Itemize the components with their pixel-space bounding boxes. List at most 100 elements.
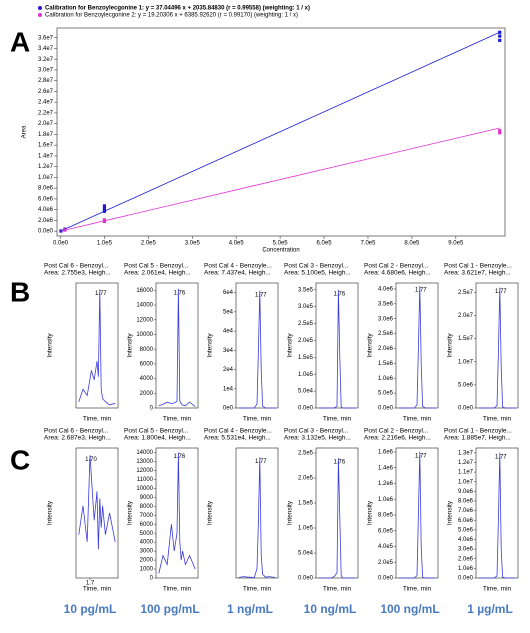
y-tick-label: 8.0e5 — [378, 513, 394, 519]
y-tick-label: 2.5e6 — [378, 331, 394, 337]
y-tick-label: 14000 — [136, 303, 153, 309]
y-tick-label: 5.0e4 — [298, 389, 314, 395]
y-tick-label: 4e4 — [223, 329, 234, 335]
x-axis-label: Time, min — [403, 586, 432, 593]
plot-frame — [475, 447, 519, 579]
plot-frame — [75, 282, 119, 409]
data-point — [102, 218, 107, 222]
x-tick-label: 8.0e5 — [404, 241, 420, 247]
y-tick-label: 2.8e7 — [38, 78, 54, 84]
plot-title: Post Cal 6 - Benzoyl... — [44, 428, 108, 435]
y-tick-label: 3.6e7 — [38, 35, 54, 41]
y-tick-label: 5.0e4 — [298, 551, 314, 557]
y-tick-label: 2000 — [140, 558, 154, 564]
chromatogram-trace — [158, 288, 196, 407]
plot-title: Post Cal 3 - Benzoyl... — [284, 428, 348, 435]
y-tick-label: 6000 — [140, 361, 154, 367]
y-tick-label: 9000 — [140, 495, 154, 501]
concentration-label: 100 ng/mL — [380, 602, 439, 616]
x-tick-label: 9.0e5 — [448, 241, 464, 247]
x-tick-label: 3.0e5 — [185, 241, 201, 247]
plot-subtitle: Area: 1.800e4, Heigh... — [124, 435, 191, 442]
y-tick-label: 0e0 — [223, 406, 234, 412]
panel-letter: C — [10, 444, 30, 475]
y-tick-label: 4000 — [140, 540, 154, 546]
data-point — [63, 228, 67, 232]
y-tick-label: 2000 — [140, 391, 154, 397]
plot-subtitle: Area: 4.680e6, Heigh... — [364, 270, 431, 277]
y-axis-label: Intensity — [207, 500, 214, 525]
peak-label: 1.76 — [334, 460, 346, 466]
y-tick-label: 2.5e7 — [458, 290, 474, 296]
y-tick-label: 5.0e6 — [458, 382, 474, 388]
x-tick-label: 4.0e5 — [229, 241, 245, 247]
chromatogram-trace — [398, 285, 436, 409]
y-tick-label: 1000 — [140, 567, 154, 573]
peak-label: 1.77 — [255, 459, 267, 465]
x-tick-label: 1.0e5 — [97, 241, 113, 247]
y-tick-label: 6000 — [140, 522, 154, 528]
data-point — [102, 206, 107, 211]
y-tick-label: 4.0e6 — [378, 287, 394, 293]
x-tick-label: 7.0e5 — [360, 241, 376, 247]
y-tick-label: 3.0e7 — [38, 68, 54, 74]
y-tick-label: 1.1e7 — [458, 470, 474, 476]
x-tick-label: 0.0e0 — [53, 241, 69, 247]
data-point — [498, 38, 502, 42]
concentration-label: 10 pg/mL — [64, 602, 117, 616]
concentration-label: 1 µg/mL — [467, 602, 513, 616]
y-axis-label: Intensity — [47, 333, 54, 358]
peak-label: 1.77 — [255, 292, 267, 298]
x-tick-label: 5.0e5 — [273, 241, 289, 247]
y-tick-label: 4.0e6 — [458, 537, 474, 543]
plot-subtitle: Area: 2.216e6, Heigh... — [364, 435, 431, 442]
y-tick-label: 2.0e6 — [458, 556, 474, 562]
plot-subtitle: Area: 1.885e7, Heigh... — [444, 435, 511, 442]
x-axis-label: Time, min — [243, 586, 272, 593]
y-tick-label: 3000 — [140, 549, 154, 555]
plot-title: Post Cal 4 - Benzoyle... — [204, 428, 272, 435]
y-tick-label: 2.0e5 — [298, 476, 314, 482]
y-tick-label: 3.0e5 — [298, 304, 314, 310]
x-axis-label: Time, min — [483, 416, 512, 423]
x-axis-label: Time, min — [323, 416, 352, 423]
y-tick-label: 1.3e7 — [458, 450, 474, 456]
plot-title: Post Cal 6 - Benzoyl... — [44, 263, 108, 270]
plot-subtitle: Area: 2.061e4, Heigh... — [124, 270, 191, 277]
x-axis-label: Time, min — [163, 416, 192, 423]
y-axis-label: Intensity — [367, 333, 374, 358]
y-tick-label: 7.0e6 — [458, 508, 474, 514]
fit-line — [60, 31, 500, 232]
plot-subtitle: Area: 3.132e5, Heigh... — [284, 435, 351, 442]
peak-label: 1.77 — [95, 291, 107, 297]
y-tick-label: 3.0e6 — [458, 547, 474, 553]
y-tick-label: 0.0e0 — [378, 406, 394, 412]
y-tick-label: 2.6e7 — [38, 89, 54, 95]
y-tick-label: 9.0e6 — [458, 489, 474, 495]
y-tick-label: 6e4 — [223, 290, 234, 296]
y-axis-label: Intensity — [287, 500, 294, 525]
y-axis-label: Intensity — [367, 500, 374, 525]
chromatogram-trace — [78, 289, 116, 406]
plot-frame — [395, 282, 439, 409]
concentration-label: 100 pg/mL — [140, 602, 199, 616]
y-tick-label: 1.4e7 — [38, 153, 54, 159]
y-tick-label: 1.0e6 — [378, 376, 394, 382]
y-tick-label: 0 — [150, 576, 154, 582]
y-tick-label: 8000 — [140, 504, 154, 510]
y-tick-label: 1e4 — [223, 386, 234, 392]
y-tick-label: 2.4e7 — [38, 100, 54, 106]
plot-title: Post Cal 1 - Benzoyle... — [444, 428, 512, 435]
data-point — [498, 30, 502, 34]
y-tick-label: 5.0e5 — [378, 391, 394, 397]
plot-frame — [395, 447, 439, 579]
peak-label: 1.76 — [334, 291, 346, 297]
y-tick-label: 1.5e7 — [458, 336, 474, 342]
plot-subtitle: Area: 7.437e4, Heigh... — [204, 270, 271, 277]
y-tick-label: 2e4 — [223, 367, 234, 373]
chromatogram-trace — [78, 455, 116, 550]
chromatogram-trace — [238, 457, 276, 578]
plot-title: Post Cal 1 - Benzoyle... — [444, 263, 512, 270]
y-tick-label: 4.0e5 — [378, 544, 394, 550]
plot-subtitle: Area: 5.531e4, Heigh... — [204, 435, 271, 442]
